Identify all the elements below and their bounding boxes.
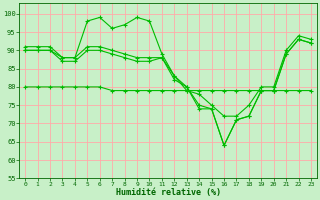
X-axis label: Humidité relative (%): Humidité relative (%) <box>116 188 220 197</box>
